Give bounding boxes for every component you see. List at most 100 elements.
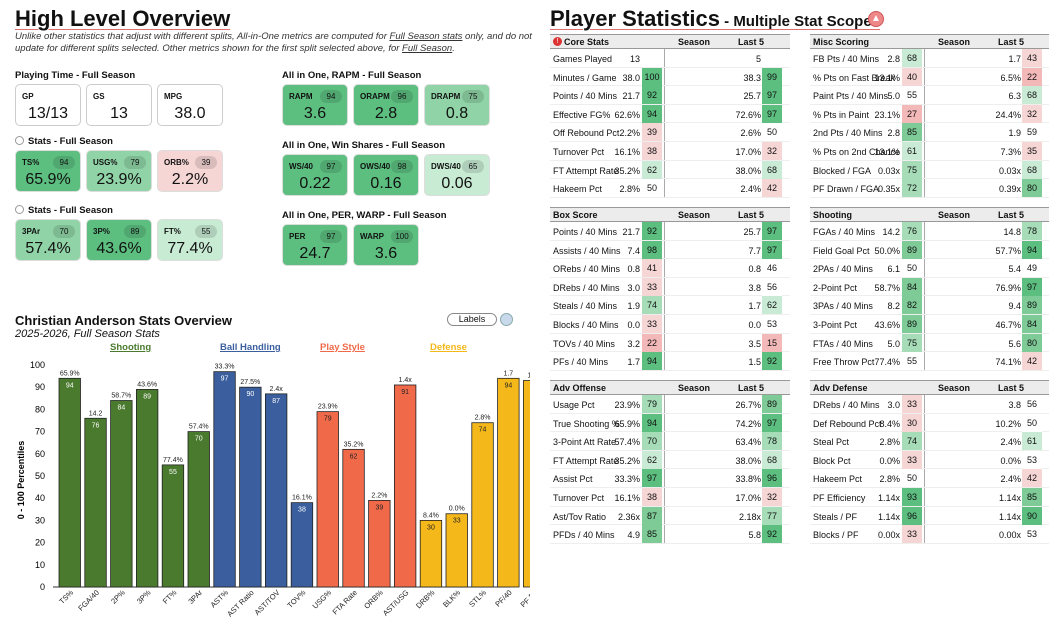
table-row: 2PAs / 40 Mins 6.1 50 5.4 49 xyxy=(810,259,1049,278)
x-tick-label: AST/TOV xyxy=(253,588,282,617)
table-row: 2nd Pts / 40 Mins 2.8 85 1.9 59 xyxy=(810,123,1049,142)
season-percentile: 40 xyxy=(902,67,922,86)
season-percentile: 33 xyxy=(642,314,662,333)
note-link-1[interactable]: Full Season stats xyxy=(389,31,463,42)
table-row: FT Attempt Rate 35.2% 62 38.0% 68 xyxy=(550,450,790,470)
note-link-2[interactable]: Full Season xyxy=(402,43,453,54)
bar[interactable] xyxy=(264,393,288,588)
stat-table: Adv Offense Season Last 5 Usage Pct 23.9% 79 2… xyxy=(550,380,790,544)
info-icon[interactable]: ▲ xyxy=(868,11,884,27)
table-row: TOVs / 40 Mins 3.2 22 3.5 15 xyxy=(550,333,790,353)
table-row: Field Goal Pct 50.0% 89 57.7% 94 xyxy=(810,240,1049,260)
row-label: PFDs / 40 Mins xyxy=(553,530,615,541)
bar-value-label: 55 xyxy=(169,469,177,476)
x-tick-label: PF Eff xyxy=(519,587,530,609)
season-value: 0.03x xyxy=(877,165,900,176)
last5-value: 2.4% xyxy=(740,184,761,195)
bar[interactable] xyxy=(239,386,262,588)
table-row: FGAs / 40 Mins 14.2 76 14.8 78 xyxy=(810,222,1049,241)
bar-stat-label: 2.2% xyxy=(371,492,387,499)
table-row: DRebs / 40 Mins 3.0 33 3.8 56 xyxy=(550,277,790,297)
season-value: 13.1% xyxy=(874,146,900,157)
last5-percentile: 89 xyxy=(762,395,782,413)
bar[interactable] xyxy=(523,380,530,588)
bar[interactable] xyxy=(445,513,468,588)
row-label: Blocks / PF xyxy=(813,530,859,541)
last5-value: 6.5% xyxy=(1000,72,1021,83)
bar[interactable] xyxy=(58,377,81,588)
table-name: Shooting xyxy=(813,210,852,220)
row-label: Steals / PF xyxy=(813,511,858,522)
section-label: All in One, RAPM - Full Season xyxy=(282,70,421,81)
labels-toggle[interactable] xyxy=(500,313,513,326)
bar[interactable] xyxy=(342,448,365,588)
labels-button[interactable]: Labels xyxy=(447,313,497,326)
bar[interactable] xyxy=(84,417,107,588)
last5-percentile: 85 xyxy=(1022,487,1042,506)
column-divider xyxy=(924,352,925,370)
table-row: Blocks / 40 Mins 0.0 33 0.0 53 xyxy=(550,314,790,334)
section-radio[interactable] xyxy=(15,205,24,214)
table-row: % Pts in Paint 23.1% 27 24.4% 32 xyxy=(810,104,1049,124)
last5-value: 0.0% xyxy=(1000,455,1021,466)
stat-card: USG% 79 23.9% xyxy=(86,150,152,192)
card-value: 2.8 xyxy=(374,105,398,122)
season-percentile: 50 xyxy=(902,469,922,488)
season-percentile: 96 xyxy=(902,506,922,525)
table-row: Free Throw Pct 77.4% 55 74.1% 42 xyxy=(810,352,1049,371)
row-label: Usage Pct xyxy=(553,400,595,410)
season-value: 35.2% xyxy=(614,165,640,176)
bar[interactable] xyxy=(135,389,159,588)
season-percentile: 89 xyxy=(902,240,922,259)
season-percentile: 50 xyxy=(642,179,662,198)
bar-stat-label: 1.4x xyxy=(399,377,413,384)
bar[interactable] xyxy=(368,500,391,588)
card-percentile: 39 xyxy=(195,156,217,169)
last5-percentile: 53 xyxy=(1022,525,1042,544)
stat-table: Box Score Season Last 5 Points / 40 Mins 21.… xyxy=(550,207,790,371)
y-tick-label: 0 xyxy=(40,582,45,592)
season-value: 3.0 xyxy=(627,282,640,293)
bar[interactable] xyxy=(110,400,133,588)
card-label: ORB% xyxy=(164,158,189,167)
card-value: 77.4% xyxy=(167,240,213,257)
row-label: 2nd Pts / 40 Mins xyxy=(813,128,883,139)
bar-value-label: 94 xyxy=(504,382,512,389)
last5-percentile: 78 xyxy=(762,432,782,451)
bar[interactable] xyxy=(419,519,443,588)
last5-value: 7.7 xyxy=(748,245,761,256)
card-label: WS/40 xyxy=(289,162,314,171)
bar[interactable] xyxy=(290,502,314,588)
last5-header: Last 5 xyxy=(738,37,765,47)
column-divider xyxy=(924,296,925,314)
card-value: 3.6 xyxy=(374,245,398,262)
last5-percentile: 78 xyxy=(1022,222,1042,240)
column-divider xyxy=(924,432,925,450)
section-radio[interactable] xyxy=(15,136,24,145)
column-divider xyxy=(924,450,925,469)
column-divider xyxy=(664,123,665,141)
last5-percentile: 97 xyxy=(762,240,782,259)
bar[interactable] xyxy=(187,431,210,588)
bar-value-label: 87 xyxy=(272,398,280,405)
column-divider xyxy=(924,123,925,141)
table-row: FT Attempt Rate 35.2% 62 38.0% 68 xyxy=(550,160,790,180)
bar[interactable] xyxy=(471,422,494,588)
bar[interactable] xyxy=(497,377,520,588)
bar[interactable] xyxy=(393,384,417,588)
last5-value: 25.7 xyxy=(743,227,761,237)
table-row: Steals / PF 1.14x 96 1.14x 90 xyxy=(810,506,1049,526)
bar[interactable] xyxy=(161,464,185,588)
bar[interactable] xyxy=(213,371,236,588)
note-text-3: . xyxy=(452,43,455,54)
row-label: 3-Point Pct xyxy=(813,319,858,330)
column-divider xyxy=(924,104,925,123)
bar[interactable] xyxy=(316,411,339,588)
bar-value-label: 90 xyxy=(246,391,254,398)
table-row: Steal Pct 2.8% 74 2.4% 61 xyxy=(810,432,1049,451)
last5-value: 46.7% xyxy=(995,319,1021,330)
season-value: 1.9 xyxy=(627,301,640,312)
last5-header: Last 5 xyxy=(998,383,1025,393)
section-label-text: Stats - Full Season xyxy=(28,136,113,147)
column-divider xyxy=(664,86,665,104)
